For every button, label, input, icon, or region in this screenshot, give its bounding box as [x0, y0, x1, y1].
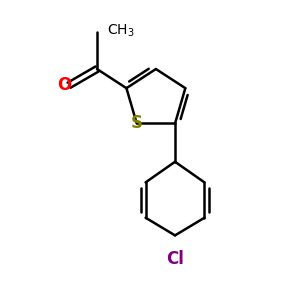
Text: S: S [131, 115, 143, 133]
Text: Cl: Cl [166, 250, 184, 268]
Text: CH$_3$: CH$_3$ [107, 22, 135, 39]
Text: O: O [58, 76, 72, 94]
